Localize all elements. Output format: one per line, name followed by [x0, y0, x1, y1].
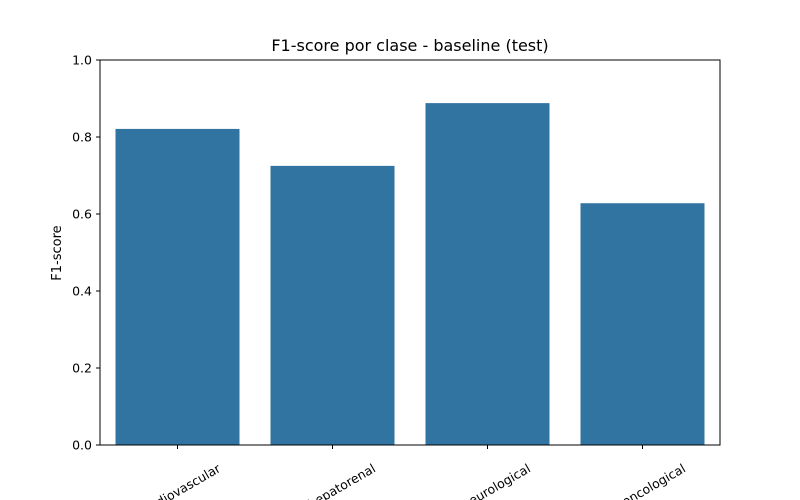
- chart-title: F1-score por clase - baseline (test): [271, 36, 548, 55]
- bar-oncological: [580, 203, 705, 445]
- y-tick-label: 0.0: [72, 438, 92, 453]
- y-tick-label: 0.4: [72, 284, 92, 299]
- x-tick-label-hepatorenal: hepatorenal: [305, 461, 378, 500]
- plot-frame: [99, 59, 721, 446]
- bar-hepatorenal: [270, 165, 395, 445]
- bar-neurological: [425, 103, 550, 446]
- bar-cardiovascular: [115, 128, 240, 446]
- x-axis-ticks: cardiovascular hepatorenal neurological onc…: [137, 445, 688, 500]
- y-tick-label: 1.0: [72, 53, 92, 68]
- y-tick-label: 0.2: [72, 361, 92, 376]
- bars-group: [115, 103, 705, 446]
- x-tick-label-oncological: oncological: [619, 461, 688, 500]
- y-tick-label: 0.6: [72, 207, 92, 222]
- y-tick-label: 0.8: [72, 130, 92, 145]
- x-tick-label-cardiovascular: cardiovascular: [137, 460, 224, 500]
- y-axis-label: F1-score: [50, 225, 65, 280]
- x-tick-label-neurological: neurological: [459, 461, 533, 500]
- y-axis-ticks: 0.0 0.2 0.4 0.6 0.8 1.0: [72, 53, 100, 453]
